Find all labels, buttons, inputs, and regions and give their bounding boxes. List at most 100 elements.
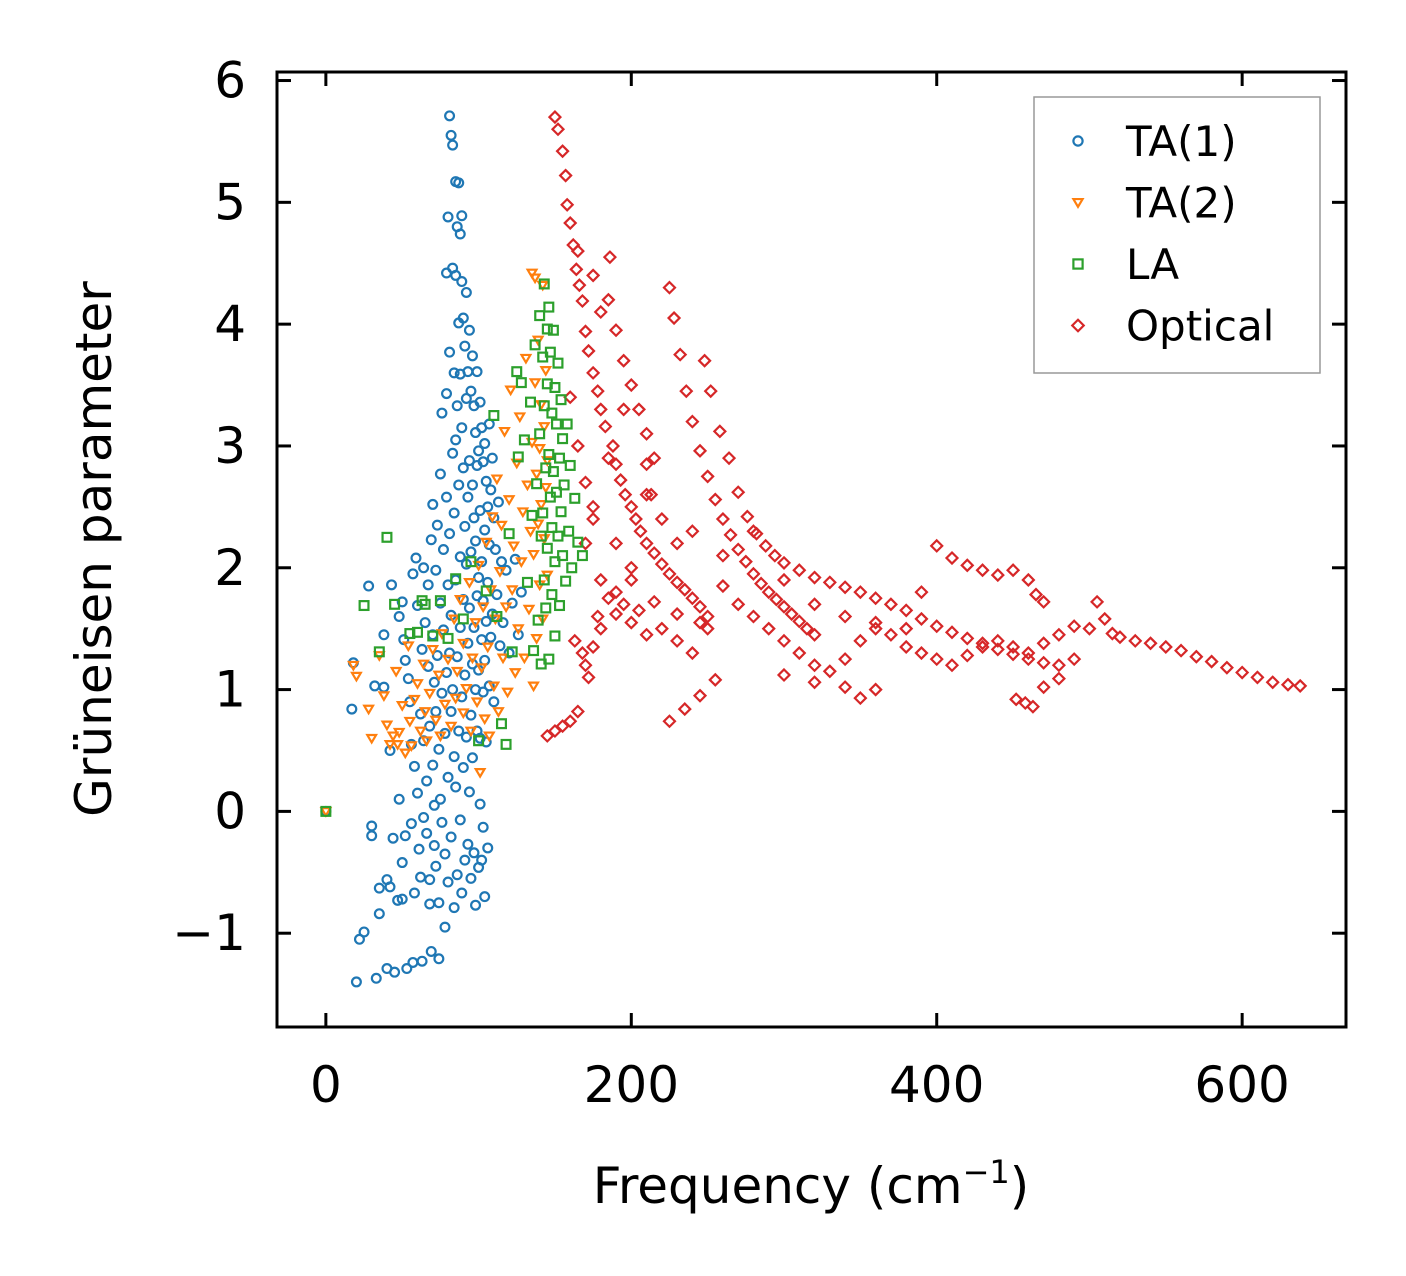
data-point (428, 840, 440, 852)
data-point (456, 708, 470, 720)
data-point (633, 524, 648, 539)
data-point (450, 781, 462, 793)
data-point (507, 541, 521, 553)
data-point (482, 842, 494, 854)
data-point (534, 500, 548, 511)
data-point (411, 626, 423, 638)
data-point (731, 542, 746, 557)
data-point (1265, 675, 1280, 690)
y-axis-label: Grüneisen parameter (65, 281, 123, 817)
data-point (442, 771, 454, 783)
data-point (776, 555, 792, 570)
data-point (586, 511, 601, 527)
data-point (528, 273, 542, 285)
data-point (914, 585, 929, 600)
data-point (1105, 626, 1120, 641)
data-point (522, 604, 536, 616)
data-point (593, 572, 608, 588)
data-point (488, 410, 500, 422)
data-point (416, 955, 428, 967)
data-point (419, 598, 431, 610)
data-point (432, 670, 446, 682)
data-point (546, 407, 558, 419)
data-point (500, 564, 512, 576)
data-point (439, 921, 451, 933)
data-point (563, 215, 578, 231)
data-point (914, 611, 929, 626)
data-point (408, 760, 420, 772)
x-axis-label-superscript: −1 (963, 1153, 1010, 1191)
data-point (456, 638, 470, 650)
data-point (700, 469, 715, 484)
data-point (547, 324, 559, 336)
data-point (451, 869, 463, 881)
data-point (853, 585, 868, 600)
data-point (519, 353, 533, 365)
data-point (624, 377, 639, 393)
data-point (444, 528, 456, 540)
data-point (445, 831, 457, 843)
data-point (460, 286, 472, 298)
data-point (515, 377, 527, 389)
data-point (447, 614, 461, 626)
data-point (685, 524, 700, 539)
data-point (463, 455, 475, 467)
data-point (476, 854, 488, 866)
data-point (436, 407, 448, 419)
data-point (460, 683, 473, 695)
data-point (776, 599, 792, 614)
data-point (383, 739, 397, 751)
data-point (758, 538, 773, 553)
data-point (647, 546, 662, 561)
data-point (540, 456, 554, 467)
data-point (1006, 647, 1021, 662)
data-point (899, 621, 914, 636)
data-point (378, 629, 390, 641)
data-point (899, 639, 914, 655)
data-point (533, 443, 546, 455)
data-point (731, 485, 746, 500)
data-point (358, 600, 370, 612)
data-point (479, 524, 491, 536)
data-point (486, 512, 499, 523)
legend-label-optical: Optical (1126, 302, 1274, 351)
data-point (1028, 587, 1044, 602)
data-point (575, 293, 590, 309)
data-point (586, 365, 601, 380)
data-point (624, 499, 639, 514)
data-point (485, 484, 497, 496)
data-point (468, 847, 480, 859)
data-point (474, 798, 486, 810)
data-point (944, 550, 960, 566)
data-point (414, 726, 427, 738)
data-point (608, 536, 624, 551)
data-point (421, 775, 433, 787)
data-point (403, 716, 417, 728)
data-point (477, 686, 489, 698)
data-point (776, 572, 792, 588)
data-point (511, 624, 525, 636)
data-point (1293, 678, 1308, 693)
data-point (539, 482, 553, 494)
data-point (543, 653, 555, 665)
data-point (434, 731, 447, 743)
data-point (396, 857, 408, 869)
data-point (366, 830, 378, 842)
data-point (662, 566, 677, 581)
data-point (563, 714, 578, 729)
data-point (639, 487, 654, 502)
data-point (389, 598, 401, 610)
data-point (457, 462, 469, 474)
data-point (586, 639, 601, 655)
data-point (590, 384, 605, 399)
data-point (441, 491, 453, 503)
data-point (570, 704, 585, 719)
data-point (543, 448, 555, 460)
data-point (417, 659, 430, 671)
data-point (402, 673, 414, 685)
data-point (448, 507, 460, 519)
data-point (416, 643, 428, 655)
data-point (549, 630, 561, 642)
data-point (616, 597, 631, 612)
data-point (381, 531, 393, 543)
